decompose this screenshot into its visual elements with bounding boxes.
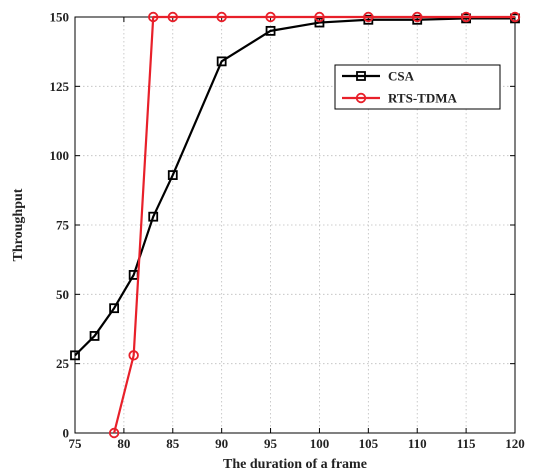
y-tick-label: 25 — [56, 356, 70, 371]
data-point-csa — [265, 25, 276, 36]
x-tick-label: 80 — [117, 436, 130, 451]
x-tick-label: 95 — [264, 436, 278, 451]
data-point-rts-tdma — [412, 11, 423, 23]
data-point-rts-tdma — [108, 427, 120, 439]
data-point-rts-tdma — [460, 11, 472, 23]
data-point-csa — [148, 211, 159, 222]
x-axis-title: The duration of a frame — [223, 457, 367, 472]
y-tick-label: 150 — [50, 10, 70, 25]
data-point-rts-tdma — [128, 350, 139, 361]
legend-item-csa: CSA — [342, 69, 415, 84]
x-tick-label: 105 — [359, 436, 379, 451]
data-point-csa — [167, 170, 178, 180]
legend-item-rts-tdma: RTS-TDMA — [342, 91, 457, 106]
legend-swatch-marker — [355, 92, 367, 104]
x-tick-label: 85 — [166, 436, 180, 451]
data-point-csa — [70, 350, 80, 361]
data-point-rts-tdma — [148, 11, 159, 23]
series-rts-tdma — [108, 11, 521, 439]
data-point-csa — [314, 17, 325, 28]
x-tick-label: 110 — [408, 436, 427, 451]
data-point-rts-tdma — [314, 11, 325, 23]
series-line-rts-tdma — [113, 15, 515, 434]
series-line-csa — [74, 17, 515, 357]
x-tick-label: 75 — [69, 436, 83, 451]
y-tick-label: 50 — [56, 287, 69, 302]
data-point-csa — [216, 56, 227, 67]
x-tick-label: 115 — [457, 436, 476, 451]
legend: CSA RTS-TDMA — [334, 64, 501, 110]
data-point-rts-tdma — [509, 11, 521, 23]
data-point-csa — [89, 331, 100, 341]
data-point-rts-tdma — [167, 11, 178, 23]
data-point-rts-tdma — [363, 11, 374, 23]
legend-swatch-marker — [356, 71, 366, 81]
y-tick-label: 125 — [50, 79, 70, 94]
x-tick-label: 100 — [310, 436, 330, 451]
y-tick-label: 100 — [50, 148, 70, 163]
x-tick-label: 120 — [505, 436, 525, 451]
legend-label: CSA — [388, 69, 415, 84]
y-axis-title: Throughput — [11, 188, 26, 261]
series-layer — [70, 11, 521, 439]
y-tick-label: 0 — [63, 426, 70, 441]
data-point-csa — [109, 303, 120, 314]
legend-label: RTS-TDMA — [388, 91, 457, 106]
data-point-rts-tdma — [216, 11, 227, 23]
y-tick-label: 75 — [56, 218, 70, 233]
x-tick-label: 90 — [215, 436, 228, 451]
data-point-rts-tdma — [265, 11, 276, 23]
